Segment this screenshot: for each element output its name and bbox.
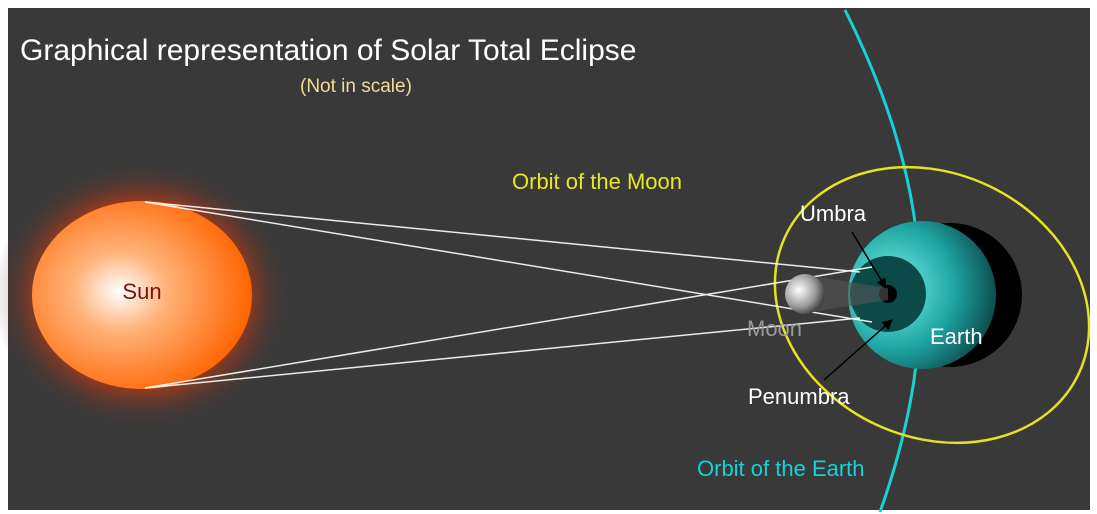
subtitle: (Not in scale) — [300, 76, 412, 97]
umbra-label: Umbra — [800, 201, 867, 226]
moon-orbit-label: Orbit of the Moon — [512, 169, 682, 194]
earth-label: Earth — [930, 324, 983, 349]
moon — [785, 274, 825, 314]
moon-label: Moon — [747, 316, 802, 341]
sun-label: Sun — [122, 279, 161, 304]
penumbra-label: Penumbra — [748, 384, 850, 409]
title: Graphical representation of Solar Total … — [20, 34, 636, 67]
eclipse-diagram: Graphical representation of Solar Total … — [0, 0, 1097, 514]
earth-orbit-label: Orbit of the Earth — [697, 456, 865, 481]
